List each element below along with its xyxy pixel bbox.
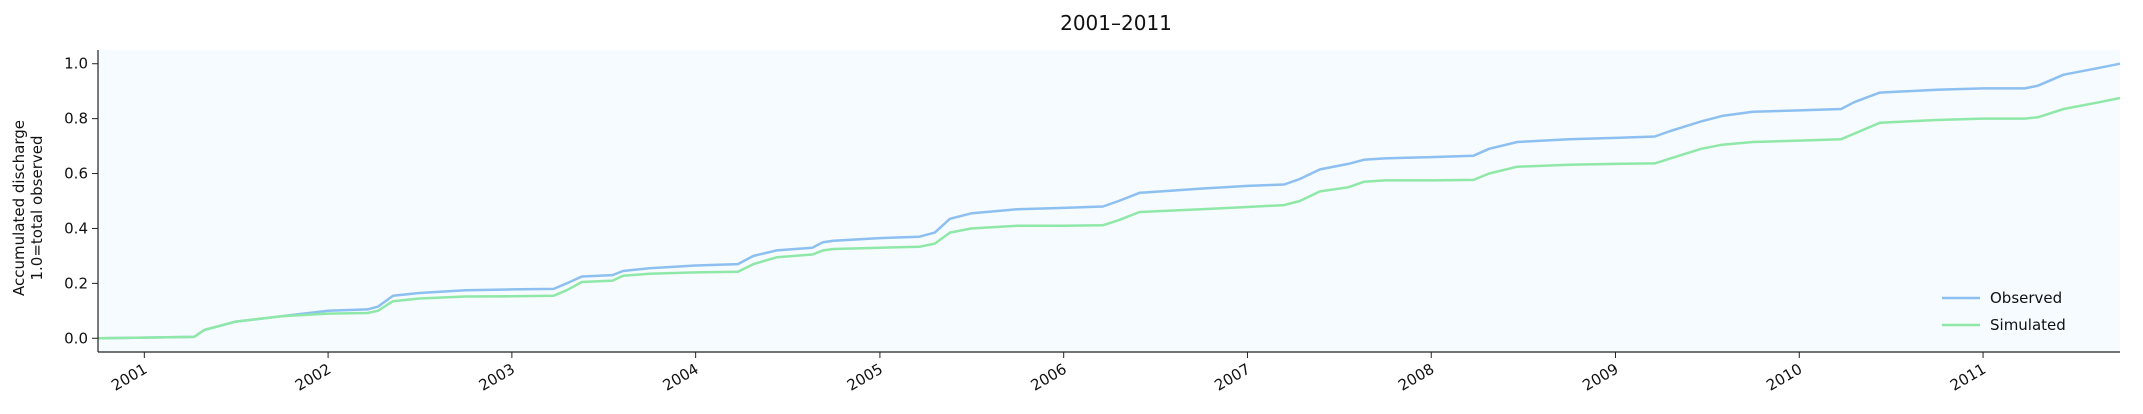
x-tick-label: 2001 (108, 360, 150, 395)
y-tick-label: 0.6 (64, 165, 88, 183)
y-tick-label: 1.0 (64, 55, 88, 73)
x-tick-label: 2009 (1579, 360, 1621, 395)
y-tick-label: 0.2 (64, 274, 88, 292)
series-line-observed (97, 62, 2121, 340)
x-tick-label: 2004 (660, 360, 702, 395)
y-axis-label: Accumulated discharge (10, 120, 28, 296)
x-tick-label: 2005 (844, 360, 886, 395)
chart-title: 2001–2011 (1060, 11, 1172, 35)
legend: Observed Simulated (1942, 289, 2066, 334)
x-tick-label: 2006 (1028, 360, 1070, 395)
series-line-simulated (97, 96, 2121, 340)
x-tick-label: 2007 (1211, 360, 1253, 395)
x-tick-label: 2011 (1947, 360, 1989, 395)
y-axis-label-secondary: 1.0=total observed (28, 135, 46, 280)
plot-area (98, 50, 2120, 352)
x-tick-label: 2010 (1763, 360, 1805, 395)
x-tick-label: 2008 (1395, 360, 1437, 395)
legend-label-simulated: Simulated (1990, 316, 2066, 334)
legend-label-observed: Observed (1990, 289, 2062, 307)
x-tick-label: 2002 (292, 360, 334, 395)
y-tick-label: 0.0 (64, 329, 88, 347)
x-tick-label: 2003 (476, 360, 518, 395)
y-tick-label: 0.8 (64, 110, 88, 128)
y-tick-label: 0.4 (64, 219, 88, 237)
